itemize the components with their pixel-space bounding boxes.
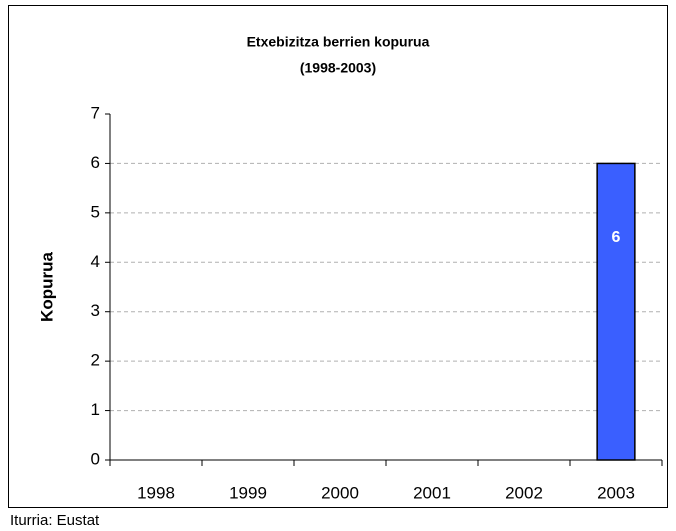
y-axis-label: Kopurua: [37, 252, 56, 322]
chart-title: Etxebizitza berrien kopurua: [247, 34, 430, 50]
chart-border: [8, 5, 668, 508]
y-tick-label: 0: [91, 449, 100, 468]
y-tick-label: 7: [91, 103, 100, 122]
y-tick-label: 2: [91, 351, 100, 370]
x-tick-label: 2000: [321, 483, 359, 502]
bar: [596, 162, 636, 461]
y-tick-label: 3: [91, 301, 100, 320]
x-tick-label: 2003: [597, 483, 635, 502]
data-label: 6: [612, 229, 621, 246]
y-tick-label: 1: [91, 400, 100, 419]
y-tick-label: 5: [91, 202, 100, 221]
x-tick-label: 2001: [413, 483, 451, 502]
x-tick-label: 1998: [137, 483, 175, 502]
x-tick-label: 2002: [505, 483, 543, 502]
y-tick-label: 4: [91, 252, 100, 271]
source-note: Iturria: Eustat: [10, 512, 100, 529]
y-tick-label: 6: [91, 153, 100, 172]
chart-subtitle: (1998-2003): [300, 60, 376, 76]
x-tick-label: 1999: [229, 483, 267, 502]
